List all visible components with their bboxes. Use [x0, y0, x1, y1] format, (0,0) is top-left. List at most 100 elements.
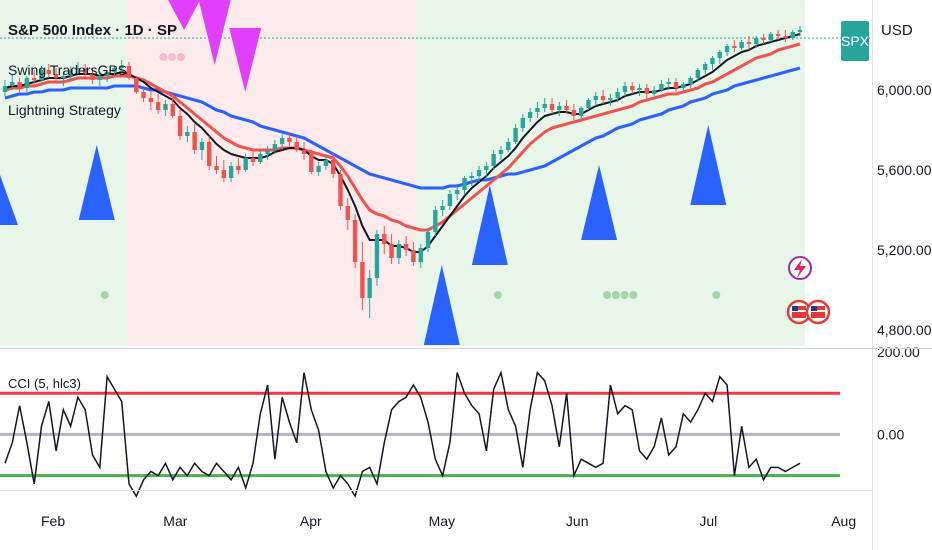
candle: [542, 98, 547, 112]
candle: [557, 102, 562, 116]
candle-body: [61, 76, 66, 78]
candle-body: [75, 68, 81, 70]
candle-body: [389, 244, 394, 258]
candle-body: [476, 170, 482, 176]
signal-dot: [493, 291, 502, 299]
candle-body: [46, 70, 51, 74]
candle: [382, 226, 387, 254]
candle: [666, 78, 671, 90]
candle: [775, 30, 781, 40]
indicator-legend-lightning[interactable]: Lightning Strategy: [8, 102, 121, 118]
candle: [367, 270, 372, 318]
candle: [68, 66, 73, 80]
candle: [615, 88, 620, 102]
candle: [783, 30, 788, 42]
candle-body: [141, 92, 146, 98]
candle: [732, 40, 737, 52]
candle-body: [447, 194, 453, 206]
candle: [39, 66, 44, 82]
candle: [374, 230, 380, 286]
signal-dot: [159, 53, 168, 61]
candle: [61, 72, 66, 86]
candle-body: [608, 98, 613, 100]
candle-body: [768, 34, 774, 40]
time-tick-label: Jul: [699, 513, 717, 529]
candle-body: [104, 72, 110, 76]
indicator-legend-swing[interactable]: Swing TradersGPS: [8, 62, 128, 78]
price-tick-label: 4,800.00: [877, 322, 932, 338]
candle-body: [469, 176, 474, 178]
candle-body: [331, 160, 336, 174]
candle: [119, 60, 124, 72]
us-flag-icon: [786, 299, 812, 325]
us-flag-icon: [805, 299, 831, 325]
candle: [112, 66, 117, 76]
candle: [265, 146, 270, 160]
candle-body: [396, 244, 402, 258]
candle-body: [644, 88, 650, 94]
candle: [571, 104, 577, 120]
candle: [440, 200, 445, 216]
candle-body: [622, 86, 628, 92]
candle: [717, 50, 722, 64]
buy-signal-triangle: [0, 175, 18, 225]
candle-body: [688, 78, 693, 84]
candle-body: [724, 46, 730, 52]
symbol-badge[interactable]: SPX: [841, 21, 869, 61]
candle-body: [367, 278, 372, 298]
candle-body: [418, 248, 423, 262]
symbol-title[interactable]: S&P 500 Index · 1D · SP: [8, 22, 177, 39]
candle-body: [681, 84, 686, 88]
currency-label[interactable]: USD: [881, 22, 913, 39]
candle-body: [673, 82, 679, 88]
candle: [177, 110, 183, 140]
candle: [287, 132, 292, 146]
cci-tick-label: 200.00: [877, 344, 920, 360]
candle: [148, 92, 154, 110]
candle-body: [192, 132, 197, 150]
candle: [549, 98, 555, 114]
candle: [403, 236, 409, 256]
candle: [396, 240, 402, 264]
signal-dot: [629, 291, 638, 299]
candle: [513, 124, 518, 144]
background-bands: [0, 0, 805, 346]
candle: [797, 26, 803, 36]
candle-body: [207, 142, 212, 166]
price-axis[interactable]: 6,000.00 5,600.00 5,200.00 4,800.00 200.00 0.…: [877, 82, 932, 442]
indicator-icons[interactable]: [786, 256, 831, 325]
candle-body: [754, 38, 759, 44]
candle: [644, 84, 650, 98]
cci-legend[interactable]: CCI (5, hlc3): [8, 376, 81, 391]
candle-body: [360, 262, 365, 298]
candle: [746, 36, 752, 50]
candle: [681, 82, 686, 92]
candle: [637, 84, 642, 96]
candle: [221, 160, 226, 182]
pane-separator[interactable]: [0, 348, 932, 349]
sell-signal-triangle: [168, 0, 201, 30]
candle-body: [651, 90, 657, 94]
candle: [214, 156, 219, 174]
candle-body: [352, 220, 358, 262]
candle-body: [702, 64, 708, 70]
candle: [630, 82, 635, 94]
candle: [790, 30, 795, 40]
candle: [199, 138, 205, 160]
candle: [586, 98, 591, 110]
candle: [46, 64, 51, 78]
time-axis[interactable]: Feb Mar Apr May Jun Jul Aug: [41, 513, 856, 529]
candle: [724, 44, 730, 56]
candle: [155, 94, 161, 114]
candle-body: [520, 118, 526, 128]
candle-body: [440, 206, 445, 210]
candle-body: [279, 138, 285, 144]
candle-body: [506, 142, 511, 150]
candle: [608, 94, 613, 106]
candle-body: [39, 70, 44, 80]
candle: [484, 162, 489, 178]
candle-body: [214, 166, 219, 170]
candle: [506, 138, 511, 152]
lightning-icon: [788, 256, 812, 280]
candle-body: [790, 32, 795, 38]
